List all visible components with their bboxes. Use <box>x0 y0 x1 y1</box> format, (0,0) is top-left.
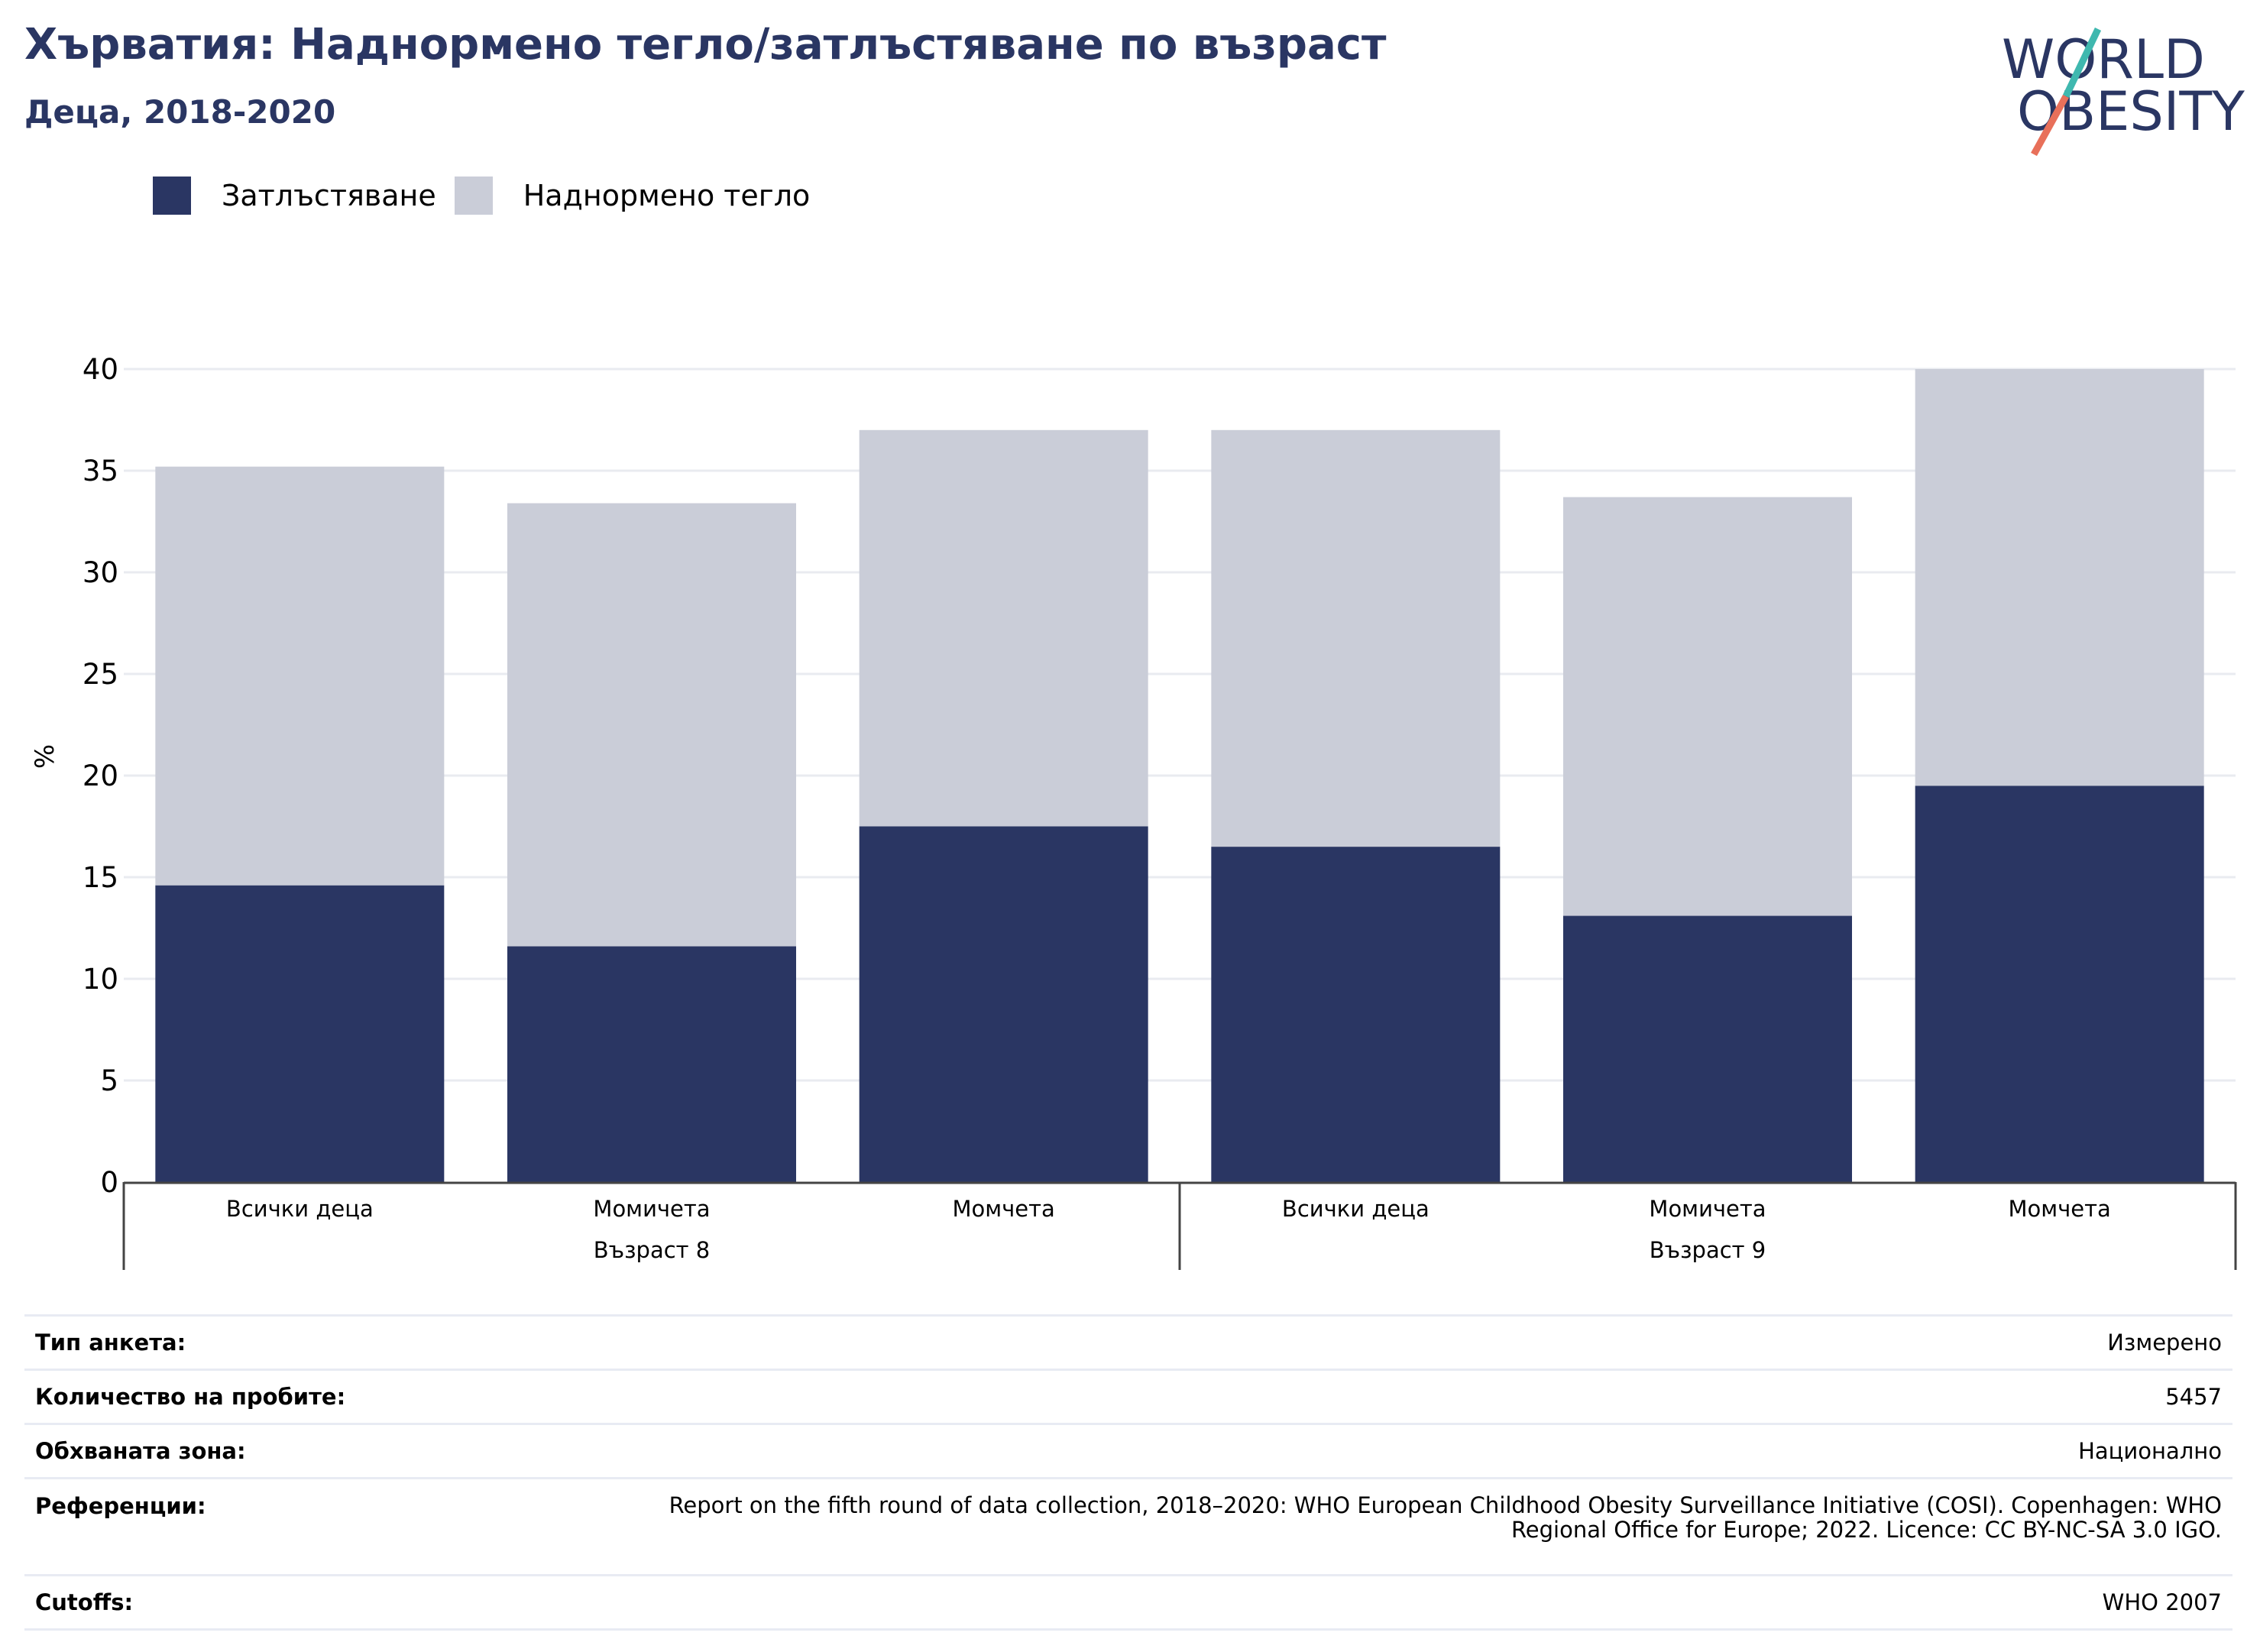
bar-overweight <box>155 466 445 886</box>
stacked-bar-chart: 0 5 10 15 20 25 30 35 40% Всички деца Момичета Момч… <box>30 353 2237 1270</box>
y-tick-label: 10 <box>83 963 118 996</box>
x-tick-label: Момичета <box>1649 1196 1766 1222</box>
bar-obesity <box>507 946 796 1182</box>
bar-obesity <box>1211 847 1501 1182</box>
y-tick-label: 20 <box>83 760 118 792</box>
info-value: WHO 2007 <box>409 1574 2232 1631</box>
info-key: Тип анкета: <box>24 1314 410 1370</box>
x-tick-label: Момчета <box>2009 1196 2111 1222</box>
logo-line1: WORLD <box>2002 28 2205 91</box>
info-value: 5457 <box>409 1369 2232 1424</box>
y-tick-label: 5 <box>100 1064 118 1097</box>
legend-label-obesity: Затлъстяване <box>222 179 436 212</box>
info-row-sample-size: Количество на пробите: 5457 <box>24 1369 2232 1424</box>
bar-obesity <box>859 826 1148 1182</box>
reference-line-1: Report on the fifth round of data collec… <box>669 1492 2222 1518</box>
info-value: Report on the fifth round of data collec… <box>409 1477 2232 1576</box>
logo-slash-teal <box>2062 28 2102 98</box>
info-row-references: Референции: Report on the fifth round of… <box>24 1477 2232 1576</box>
y-tick-label: 0 <box>100 1166 118 1199</box>
info-key: Референции: <box>24 1477 410 1576</box>
legend-label-overweight: Наднормено тегло <box>523 179 811 212</box>
info-key: Cutoffs: <box>24 1574 410 1631</box>
x-tick-label: Всички деца <box>226 1196 374 1222</box>
bar-overweight <box>1211 429 1501 847</box>
y-tick-label: 30 <box>83 556 118 589</box>
info-row-survey-type: Тип анкета: Измерено <box>24 1314 2232 1370</box>
x-tick-label: Момчета <box>953 1196 1055 1222</box>
y-tick-label: 15 <box>83 861 118 894</box>
y-tick-label: 40 <box>83 353 118 386</box>
info-key: Обхваната зона: <box>24 1423 410 1479</box>
info-row-cutoffs: Cutoffs: WHO 2007 <box>24 1574 2232 1631</box>
bar-overweight <box>507 503 796 947</box>
reference-line-2: Regional Office for Europe; 2022. Licenc… <box>1510 1517 2222 1543</box>
group-label: Възраст 9 <box>1650 1237 1766 1263</box>
logo-slash-coral <box>2031 94 2069 157</box>
world-obesity-logo: WORLD OBESITY <box>2002 28 2245 157</box>
bar-obesity <box>1563 915 1852 1182</box>
y-tick-label: 35 <box>83 455 118 488</box>
legend: Затлъстяване Наднормено тегло <box>153 176 828 215</box>
group-label: Възраст 8 <box>594 1237 711 1263</box>
chart-title: Хърватия: Наднормено тегло/затлъстяване … <box>24 20 1387 70</box>
bar-obesity <box>1915 786 2204 1182</box>
info-row-coverage: Обхваната зона: Национално <box>24 1423 2232 1479</box>
y-axis-label: % <box>30 744 60 769</box>
x-tick-label: Всички деца <box>1282 1196 1429 1222</box>
bar-overweight <box>1915 369 2204 786</box>
legend-swatch-overweight <box>454 177 493 215</box>
info-value: Измерено <box>409 1314 2232 1370</box>
info-table: Тип анкета: Измерено Количество на проби… <box>24 1314 2232 1631</box>
bar-overweight <box>859 429 1148 827</box>
info-key: Количество на пробите: <box>24 1369 410 1424</box>
legend-swatch-obesity <box>153 177 191 215</box>
y-tick-label: 25 <box>83 658 118 691</box>
info-value: Национално <box>409 1423 2232 1479</box>
bar-obesity <box>155 885 445 1182</box>
chart-subtitle: Деца, 2018-2020 <box>24 93 336 131</box>
bar-overweight <box>1563 497 1852 916</box>
x-tick-label: Момичета <box>593 1196 710 1222</box>
